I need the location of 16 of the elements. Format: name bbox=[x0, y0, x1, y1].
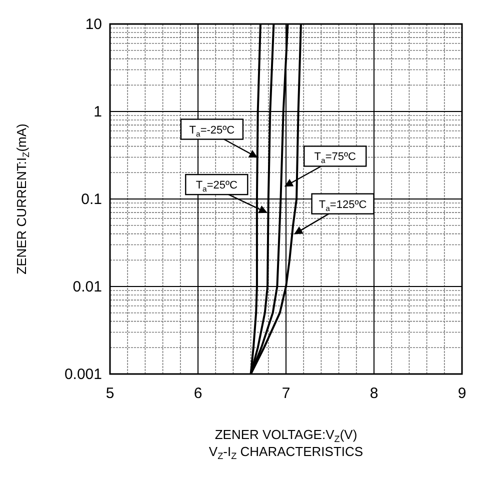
x-tick-label: 6 bbox=[194, 385, 202, 402]
y-tick-label: 0.1 bbox=[81, 191, 102, 208]
annotation: T$_{a}$=25ºC bbox=[196, 180, 238, 194]
annotation: T$_{a}$=125ºC bbox=[318, 198, 367, 213]
y-tick-label: 10 bbox=[85, 16, 102, 33]
x-tick-label: 5 bbox=[106, 385, 114, 402]
x-axis-title: ZENER VOLTAGE:V$_{Z}$(V) bbox=[214, 427, 358, 444]
text: V$_{Z}$-I$_{Z}$ CHARACTERISTICS bbox=[208, 444, 364, 461]
x-tick-label: 7 bbox=[282, 385, 290, 402]
annotation: T$_{a}$=75ºC bbox=[314, 151, 356, 166]
y-tick-label: 0.01 bbox=[72, 278, 102, 296]
x-tick-label: 8 bbox=[370, 385, 378, 402]
annotation: T$_{a}$=-25ºC bbox=[189, 124, 235, 138]
y-tick-label: 0.001 bbox=[64, 366, 102, 383]
y-tick-label: 1 bbox=[94, 104, 102, 120]
x-tick-label: 9 bbox=[458, 385, 466, 402]
